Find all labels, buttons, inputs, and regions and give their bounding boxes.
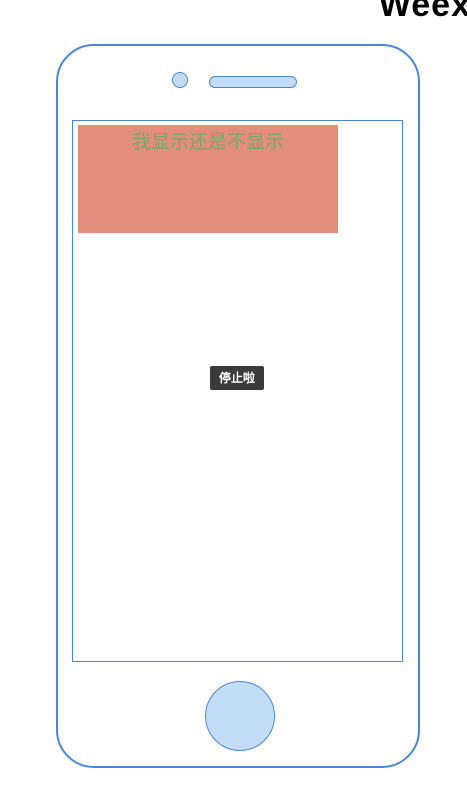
camera-icon <box>172 72 188 88</box>
content-box: 我显示还是不显示 <box>78 125 338 233</box>
home-button[interactable] <box>205 681 275 751</box>
content-box-text: 我显示还是不显示 <box>131 131 284 153</box>
brand-title: Weex <box>378 0 467 24</box>
speaker-icon <box>209 76 297 88</box>
toast-message: 停止啦 <box>210 366 264 390</box>
